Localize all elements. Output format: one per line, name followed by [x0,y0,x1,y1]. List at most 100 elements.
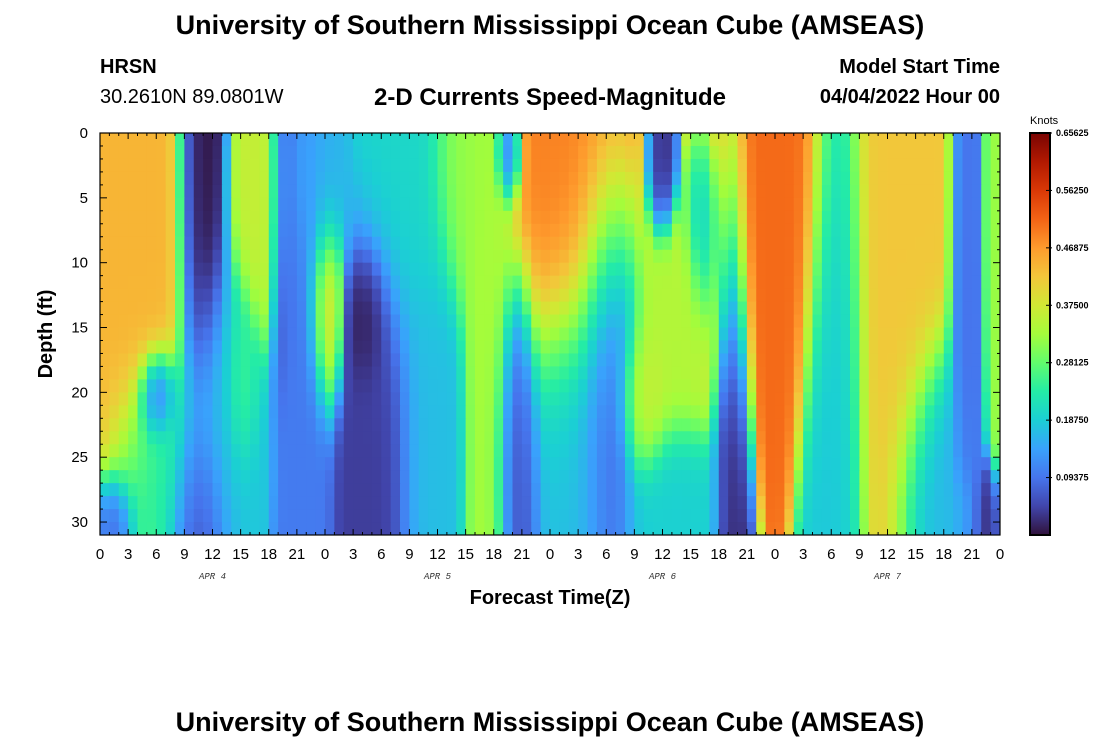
heatmap-cell [268,184,279,199]
heatmap-cell [709,184,720,199]
heatmap-cell [887,483,898,497]
heatmap-cell [306,509,317,523]
heatmap-cell [775,236,785,251]
heatmap-cell [793,392,804,406]
heatmap-cell [362,431,373,445]
heatmap-cell [371,340,382,355]
heatmap-cell [971,145,982,160]
heatmap-cell [287,470,298,484]
heatmap-cell [484,392,495,406]
heatmap-cell [812,158,823,173]
heatmap-cell [671,379,682,393]
x-day-label: APR 7 [873,572,902,582]
heatmap-cell [840,275,851,290]
heatmap-cell [709,509,720,523]
heatmap-cell [315,158,326,173]
heatmap-cell [306,431,317,445]
heatmap-cell [381,483,392,497]
heatmap-cell [287,197,298,212]
heatmap-cell [540,145,551,160]
heatmap-cell [128,405,139,419]
heatmap-cell [315,197,326,212]
heatmap-cell [737,366,748,380]
heatmap-cell [765,249,776,264]
heatmap-cell [812,379,823,393]
heatmap-cell [653,236,664,251]
heatmap-cell [934,470,945,484]
heatmap-cell [371,353,382,368]
heatmap-cell [653,327,664,342]
heatmap-cell [390,145,401,160]
heatmap-cell [840,418,851,432]
heatmap-cell [493,496,504,510]
heatmap-cell [850,301,860,316]
heatmap-cell [559,145,570,160]
heatmap-cell [221,379,232,393]
heatmap-cell [418,197,429,212]
heatmap-cell [128,171,139,186]
heatmap-cell [878,223,889,238]
heatmap-cell [690,249,701,264]
heatmap-cell [971,275,982,290]
heatmap-cell [653,379,664,393]
heatmap-cell [615,275,626,290]
heatmap-cell [718,483,729,497]
heatmap-cell [503,522,514,535]
heatmap-cell [643,509,654,523]
heatmap-cell [268,210,279,225]
heatmap-cell [803,509,814,523]
x-tick-label: 0 [96,546,104,563]
heatmap-cell [400,288,410,303]
heatmap-cell [793,236,804,251]
heatmap-cell [803,171,814,186]
heatmap-cell [240,184,251,199]
heatmap-cell [550,483,560,497]
heatmap-cell [775,353,785,368]
heatmap-cell [728,457,739,471]
heatmap-cell [709,522,720,535]
heatmap-cell [662,327,673,342]
heatmap-cell [484,366,495,380]
heatmap-cell [793,184,804,199]
heatmap-cell [250,379,260,393]
heatmap-cell [690,197,701,212]
heatmap-cell [746,249,757,264]
heatmap-cell [906,288,917,303]
heatmap-cell [240,275,251,290]
heatmap-cell [746,457,757,471]
heatmap-cell [118,444,129,458]
heatmap-cell [878,340,889,355]
heatmap-cell [100,133,110,147]
heatmap-cell [165,340,176,355]
heatmap-cell [925,288,935,303]
heatmap-cell [578,288,589,303]
heatmap-cell [343,444,354,458]
heatmap-cell [109,431,120,445]
heatmap-cell [625,353,635,368]
heatmap-cell [887,392,898,406]
heatmap-cell [484,184,495,199]
heatmap-cell [175,314,185,329]
heatmap-cell [221,496,232,510]
heatmap-cell [343,171,354,186]
heatmap-cell [718,392,729,406]
heatmap-cell [400,353,410,368]
heatmap-cell [681,262,692,277]
heatmap-cell [821,223,832,238]
heatmap-cell [840,392,851,406]
heatmap-cell [662,379,673,393]
heatmap-cell [259,288,270,303]
heatmap-cell [175,470,185,484]
heatmap-cell [606,496,617,510]
heatmap-cell [812,184,823,199]
heatmap-cell [878,379,889,393]
heatmap-cell [146,470,157,484]
heatmap-cell [287,275,298,290]
heatmap-cell [962,444,973,458]
heatmap-cell [146,210,157,225]
heatmap-cell [484,327,495,342]
heatmap-cell [728,431,739,445]
heatmap-cell [296,444,307,458]
heatmap-cell [803,210,814,225]
heatmap-cell [859,145,870,160]
